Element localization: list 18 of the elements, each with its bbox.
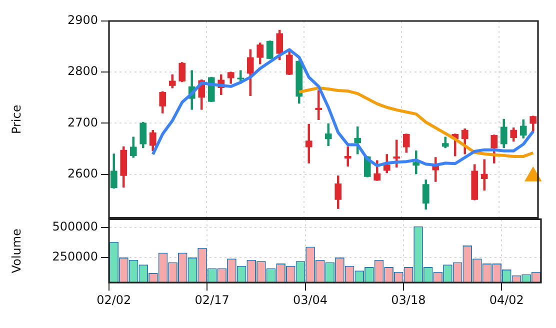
y-tick-label: 250000 (52, 250, 98, 264)
y-tick-label: 2700 (67, 115, 98, 130)
x-tick-label: 02/17 (194, 292, 230, 307)
y-tick-label: 500000 (52, 220, 98, 234)
y-axis-title: Price (9, 104, 24, 134)
x-tick-label: 03/04 (292, 292, 328, 307)
x-tick-label: 04/02 (489, 292, 524, 307)
y-tick-label: 2900 (67, 13, 98, 28)
candlestick (393, 140, 400, 168)
candlestick (315, 90, 322, 120)
candlestick (480, 159, 488, 191)
y-tick-label: 2600 (67, 166, 98, 180)
x-tick-label: 02/02 (96, 292, 132, 307)
x-tick-label: 03/18 (391, 292, 426, 307)
y-axis-title: Volume (9, 228, 24, 274)
y-tick-label: 2800 (67, 64, 98, 78)
candlestick (305, 124, 312, 164)
candlestick (344, 146, 352, 166)
